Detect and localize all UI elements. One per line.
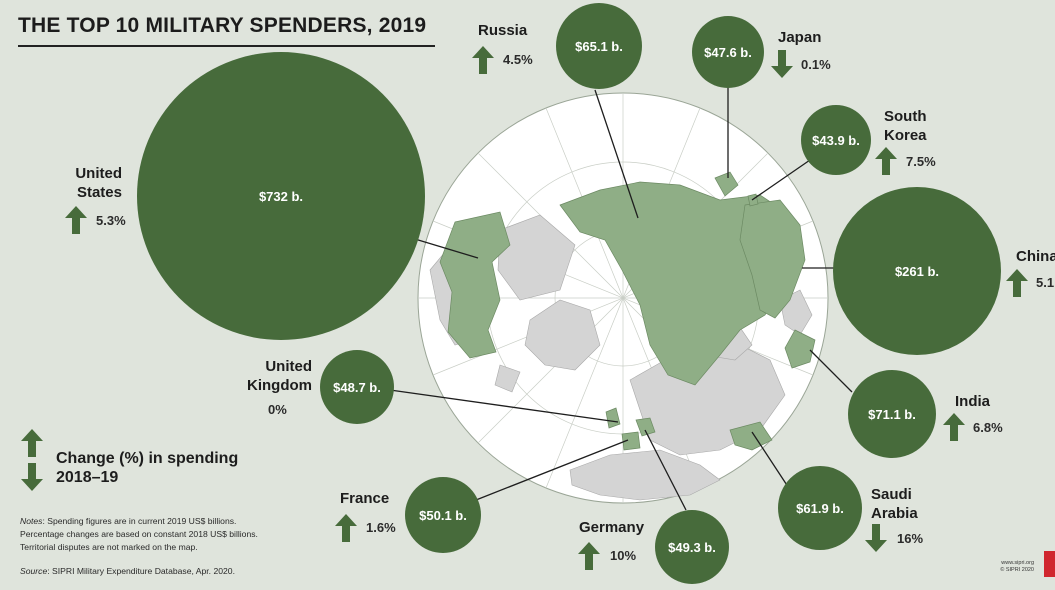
bubble-japan — [692, 16, 764, 88]
title-underline — [18, 45, 435, 47]
change-united-kingdom: 0% — [268, 402, 287, 417]
change-saudi-arabia: 16% — [897, 531, 924, 546]
land-russia — [559, 181, 801, 386]
value-united-states: $732 b. — [259, 189, 303, 204]
country-label-india: India — [955, 393, 991, 410]
bubble-china — [833, 187, 1001, 355]
country-label-france: France — [340, 490, 390, 507]
value-united-kingdom: $48.7 b. — [333, 380, 381, 395]
country-label-china: China — [1016, 248, 1055, 265]
arrow-up-icon — [472, 46, 494, 74]
country-label-russia: Russia — [478, 22, 528, 39]
value-india: $71.1 b. — [868, 407, 916, 422]
country-label-united-kingdom: United Kingdom — [247, 358, 312, 394]
bubble-united-kingdom — [320, 350, 394, 424]
sipri-logo — [1044, 551, 1055, 577]
notes: Notes: Spending figures are in current 2… — [20, 516, 258, 552]
value-south-korea: $43.9 b. — [812, 133, 860, 148]
change-arrows — [21, 46, 1028, 570]
country-label-south-korea: South Korea — [884, 108, 927, 144]
change-japan: 0.1% — [801, 57, 831, 72]
land-united-states — [439, 211, 511, 359]
value-france: $50.1 b. — [419, 508, 467, 523]
arrow-up-icon — [335, 514, 357, 542]
bubble-france — [405, 477, 481, 553]
arrow-up-icon — [875, 147, 897, 175]
value-japan: $47.6 b. — [704, 45, 752, 60]
arrow-down-icon — [865, 524, 887, 552]
arrow-up-icon — [65, 206, 87, 234]
polar-globe — [417, 92, 829, 504]
spending-bubbles — [137, 3, 1001, 584]
arrow-up-icon — [943, 413, 965, 441]
bubble-south-korea — [801, 105, 871, 175]
bubble-russia — [556, 3, 642, 89]
land-saudi-arabia — [729, 421, 773, 451]
bubble-germany — [655, 510, 729, 584]
legend-text: Change (%) in spending 2018–19 — [56, 450, 239, 486]
change-russia: 4.5% — [503, 52, 533, 67]
change-germany: 10% — [610, 548, 637, 563]
land-china — [739, 199, 806, 319]
bubble-india — [848, 370, 936, 458]
change-france: 1.6% — [366, 520, 396, 535]
value-china: $261 b. — [895, 264, 939, 279]
bubble-labels: $732 b. $261 b. $71.1 b. $65.1 b. $61.9 … — [259, 39, 939, 555]
land-india — [784, 329, 816, 369]
country-label-germany: Germany — [579, 519, 645, 536]
country-label-japan: Japan — [778, 29, 822, 46]
legend-arrow-down-icon — [21, 463, 43, 491]
arrow-up-icon — [1006, 269, 1028, 297]
value-germany: $49.3 b. — [668, 540, 716, 555]
land-japan — [714, 171, 739, 197]
land-germany — [635, 417, 656, 437]
credit: www.sipri.org © SIPRI 2020 — [1000, 560, 1034, 573]
change-united-states: 5.3% — [96, 213, 126, 228]
page-title: THE TOP 10 MILITARY SPENDERS, 2019 — [18, 14, 427, 37]
bubble-saudi-arabia — [778, 466, 862, 550]
change-india: 6.8% — [973, 420, 1003, 435]
land-highlight — [439, 171, 816, 451]
legend-arrow-up-icon — [21, 429, 43, 457]
arrow-up-icon — [578, 542, 600, 570]
land-united-kingdom — [605, 407, 621, 429]
source-note: Source: SIPRI Military Expenditure Datab… — [20, 566, 235, 576]
change-south-korea: 7.5% — [906, 154, 936, 169]
value-russia: $65.1 b. — [575, 39, 623, 54]
land-france — [621, 431, 641, 451]
change-china: 5.1 — [1036, 275, 1055, 290]
bubble-united-states — [137, 52, 425, 340]
value-saudi-arabia: $61.9 b. — [796, 501, 844, 516]
arrow-down-icon — [771, 50, 793, 78]
country-label-united-states: United States — [75, 165, 122, 201]
country-label-saudi-arabia: Saudi Arabia — [871, 486, 918, 522]
